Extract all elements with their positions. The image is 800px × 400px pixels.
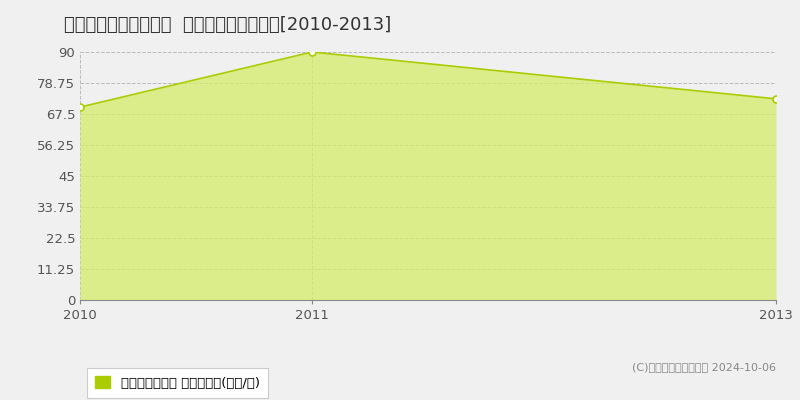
- Point: [770, 96, 782, 102]
- Text: (C)土地価格ドットコム 2024-10-06: (C)土地価格ドットコム 2024-10-06: [632, 362, 776, 372]
- Legend: マンション価格 平均坪単価(万円/坪): マンション価格 平均坪単価(万円/坪): [86, 368, 268, 398]
- Text: 静岡市駿河区緑が丘町  マンション価格推移[2010-2013]: 静岡市駿河区緑が丘町 マンション価格推移[2010-2013]: [64, 16, 391, 34]
- Point: [306, 49, 318, 55]
- Point: [74, 104, 86, 110]
